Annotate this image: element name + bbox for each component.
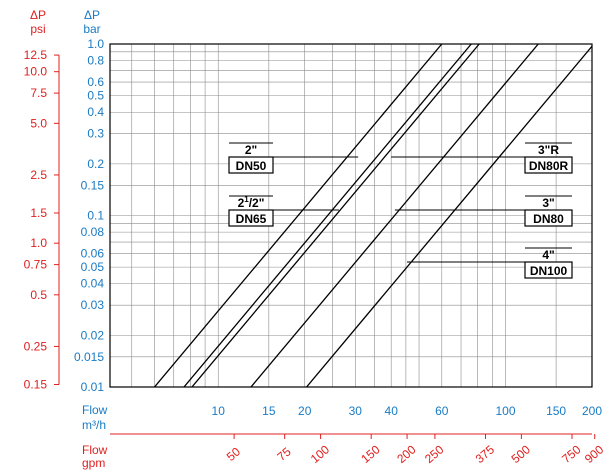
- psi-tick-label: 1.5: [30, 206, 47, 220]
- bar-tick-label: 0.2: [87, 157, 104, 171]
- size-tag-0: 2" DN50: [228, 142, 359, 174]
- m3h-tick-label: 100: [496, 404, 516, 418]
- bar-tick-label: 0.15: [81, 178, 105, 192]
- psi-tick-label: 0.15: [24, 377, 48, 391]
- m3h-tick-label: 40: [385, 404, 399, 418]
- tag-dn-label: DN80: [533, 212, 564, 226]
- bar-tick-label: 0.8: [87, 54, 104, 68]
- flow-m3h-title-bottom: m³/h: [82, 418, 106, 432]
- m3h-tick-label: 20: [298, 404, 312, 418]
- tag-box: [228, 156, 274, 174]
- flow-m3h-title-top: Flow: [82, 403, 108, 417]
- gpm-tick-label: 500: [509, 442, 534, 466]
- bar-tick-label: 0.01: [81, 380, 105, 394]
- series-line-4: [306, 45, 592, 387]
- bar-axis-title-bottom: bar: [83, 22, 100, 36]
- series-line-3: [250, 44, 539, 387]
- size-tag-3: 3" DN80: [394, 195, 573, 227]
- tag-dn-label: DN100: [530, 264, 568, 278]
- bar-tick-label: 0.08: [81, 225, 105, 239]
- m3h-tick-label: 30: [349, 404, 363, 418]
- psi-tick-label: 0.25: [24, 339, 48, 353]
- tag-box: [524, 156, 573, 174]
- series-line-1: [183, 44, 472, 387]
- size-tag-4: 4" DN100: [406, 247, 573, 279]
- m3h-tick-label: 150: [546, 404, 566, 418]
- tag-size-label: 4": [542, 248, 554, 262]
- gpm-tick-label: 375: [473, 442, 498, 466]
- tag-dn-label: DN50: [236, 159, 267, 173]
- bar-tick-label: 0.1: [87, 209, 104, 223]
- gpm-tick-label: 750: [559, 442, 584, 466]
- psi-tick-label: 0.5: [30, 288, 47, 302]
- y-axes: 1.00.80.60.50.40.30.20.150.10.080.060.05…: [24, 37, 105, 394]
- psi-tick-label: 7.5: [30, 86, 47, 100]
- psi-tick-label: 0.75: [24, 258, 48, 272]
- plot-frame: [109, 43, 593, 388]
- bar-tick-label: 0.015: [74, 350, 104, 364]
- bar-tick-label: 1.0: [87, 37, 104, 51]
- m3h-tick-label: 15: [262, 404, 276, 418]
- gpm-tick-label: 900: [582, 442, 607, 466]
- bar-tick-label: 0.02: [81, 328, 105, 342]
- gpm-tick-label: 250: [422, 442, 447, 466]
- tag-size-label: 3": [542, 196, 554, 210]
- gpm-tick-label: 100: [308, 442, 333, 466]
- flow-gpm-title-top: Flow: [82, 443, 108, 457]
- psi-tick-label: 1.0: [30, 236, 47, 250]
- flow-gpm-title-bottom: gpm: [82, 456, 105, 470]
- m3h-tick-label: 60: [435, 404, 449, 418]
- bar-tick-label: 0.04: [81, 277, 105, 291]
- size-tags: 2" DN50 21/2" DN65 3"R DN80R 3" DN80 4" DN100: [228, 142, 573, 279]
- psi-tick-label: 5.0: [30, 116, 47, 130]
- bar-tick-label: 0.03: [81, 298, 105, 312]
- size-tag-2: 3"R DN80R: [391, 142, 573, 174]
- psi-axis-title-bottom: psi: [30, 22, 45, 36]
- tag-box: [228, 209, 274, 227]
- tag-size-label: 21/2": [238, 195, 265, 210]
- gpm-tick-label: 50: [224, 444, 243, 464]
- tag-box: [524, 261, 573, 279]
- tag-box: [524, 209, 573, 227]
- bar-tick-label: 0.4: [87, 105, 104, 119]
- bar-tick-label: 0.3: [87, 127, 104, 141]
- bar-axis-title-top: ΔP: [84, 8, 100, 22]
- psi-tick-label: 2.5: [30, 168, 47, 182]
- tag-dn-label: DN80R: [529, 159, 569, 173]
- curves: [154, 44, 592, 387]
- psi-axis-title-top: ΔP: [30, 8, 46, 22]
- bar-tick-label: 0.5: [87, 89, 104, 103]
- gpm-tick-label: 200: [394, 442, 419, 466]
- gpm-tick-label: 75: [274, 444, 293, 464]
- m3h-tick-label: 200: [582, 404, 602, 418]
- bar-tick-label: 0.05: [81, 260, 105, 274]
- gpm-tick-label: 150: [358, 442, 383, 466]
- m3h-tick-label: 10: [212, 404, 226, 418]
- series-line-2: [191, 44, 480, 387]
- tag-size-label: 2": [245, 143, 257, 157]
- psi-tick-label: 12.5: [24, 48, 48, 62]
- psi-tick-label: 10.0: [24, 65, 48, 79]
- tag-size-label: 3"R: [538, 143, 559, 157]
- series-line-0: [154, 44, 443, 387]
- grid: [109, 43, 593, 388]
- tag-dn-label: DN65: [236, 212, 267, 226]
- bar-tick-label: 0.6: [87, 75, 104, 89]
- bar-tick-label: 0.06: [81, 247, 105, 261]
